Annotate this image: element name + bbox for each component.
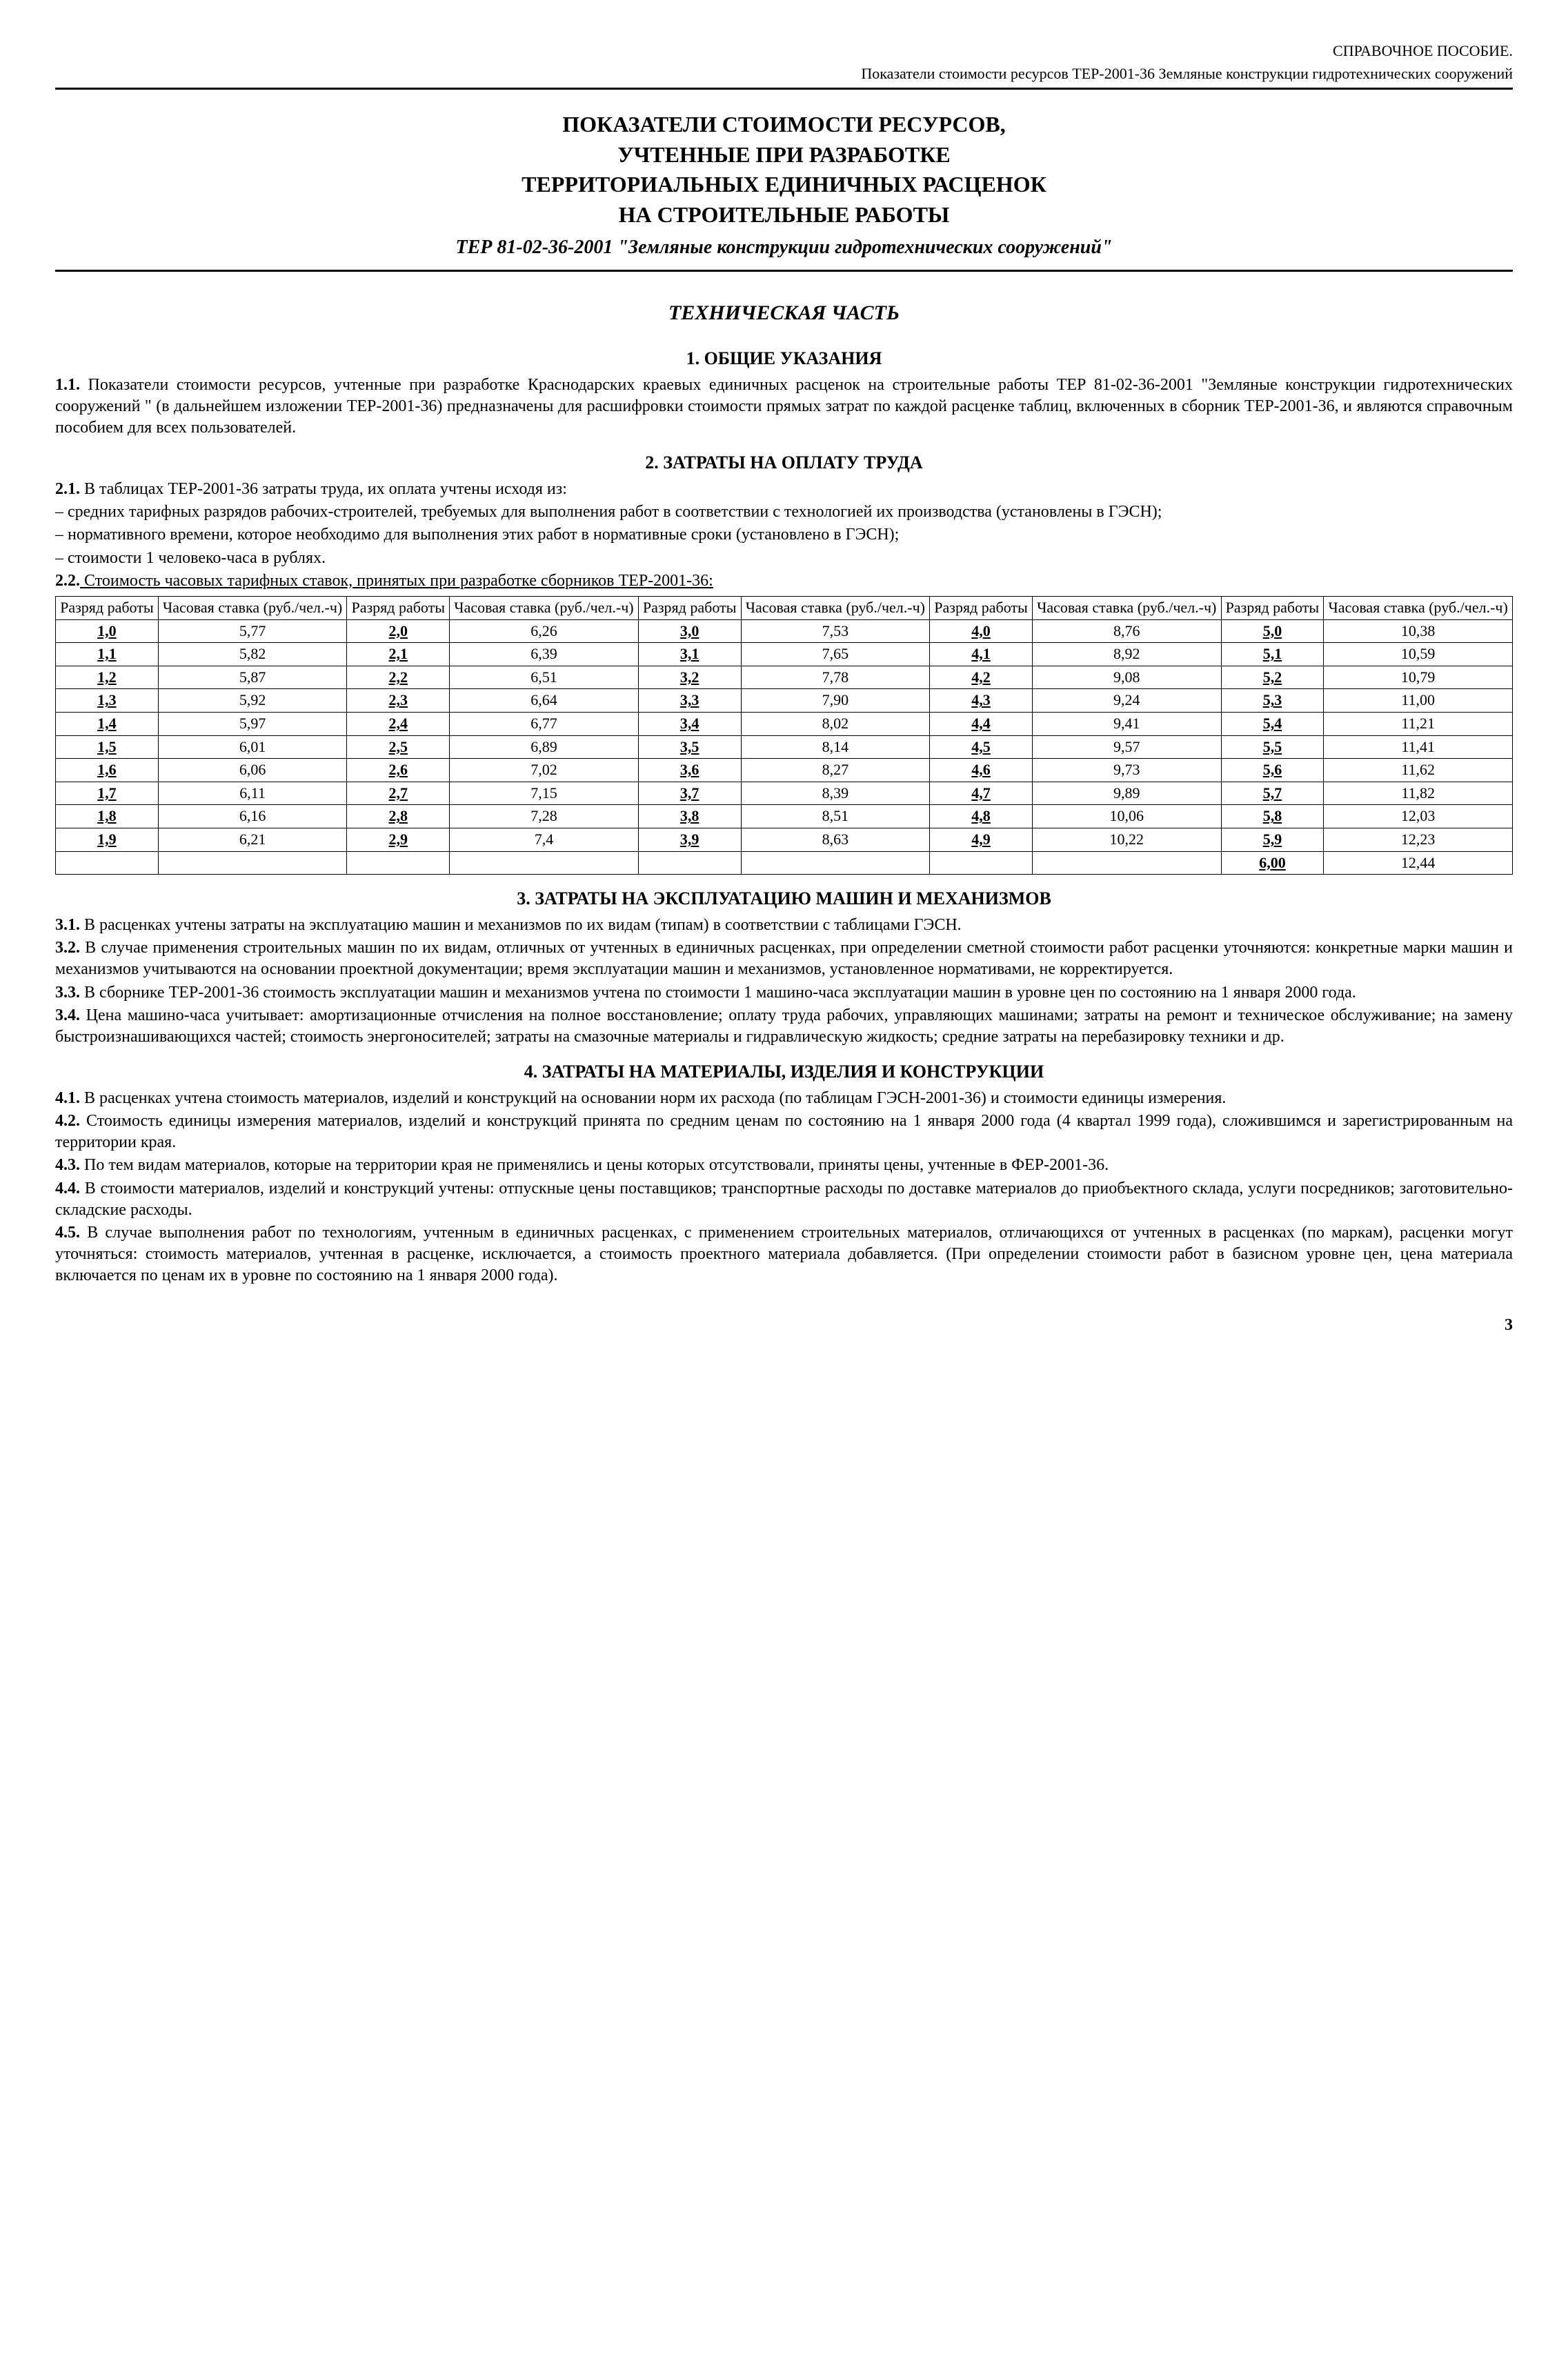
col-razryad: Разряд работы (1221, 597, 1324, 620)
section-3-heading: 3. ЗАТРАТЫ НА ЭКСПЛУАТАЦИЮ МАШИН И МЕХАН… (55, 887, 1513, 911)
para-4-2: 4.2. Стоимость единицы измерения материа… (55, 1111, 1513, 1153)
title-l3: ТЕРРИТОРИАЛЬНЫХ ЕДИНИЧНЫХ РАСЦЕНОК (55, 170, 1513, 199)
table-row: 1,35,922,36,643,37,904,39,245,311,00 (56, 689, 1513, 713)
page-number: 3 (55, 1315, 1513, 1336)
bullet-2-2: – нормативного времени, которое необходи… (55, 524, 1513, 546)
para-3-3: 3.3. В сборнике ТЕР-2001-36 стоимость эк… (55, 982, 1513, 1004)
col-stavka: Часовая ставка (руб./чел.-ч) (450, 597, 639, 620)
rates-head-row: Разряд работыЧасовая ставка (руб./чел.-ч… (56, 597, 1513, 620)
section-4-heading: 4. ЗАТРАТЫ НА МАТЕРИАЛЫ, ИЗДЕЛИЯ И КОНСТ… (55, 1060, 1513, 1084)
header-line-1: СПРАВОЧНОЕ ПОСОБИЕ. (55, 41, 1513, 61)
para-2-1: 2.1. В таблицах ТЕР-2001-36 затраты труд… (55, 479, 1513, 500)
para-2-2: 2.2. Стоимость часовых тарифных ставок, … (55, 570, 1513, 592)
table-row: 1,05,772,06,263,07,534,08,765,010,38 (56, 619, 1513, 643)
col-razryad: Разряд работы (56, 597, 159, 620)
table-row: 1,15,822,16,393,17,654,18,925,110,59 (56, 643, 1513, 666)
col-stavka: Часовая ставка (руб./чел.-ч) (1324, 597, 1513, 620)
table-row: 1,96,212,97,43,98,634,910,225,912,23 (56, 828, 1513, 851)
col-stavka: Часовая ставка (руб./чел.-ч) (158, 597, 347, 620)
title-sub: ТЕР 81-02-36-2001 "Земляные конструкции … (55, 235, 1513, 260)
header-line-2: Показатели стоимости ресурсов ТЕР-2001-3… (55, 64, 1513, 84)
tech-part-heading: ТЕХНИЧЕСКАЯ ЧАСТЬ (55, 299, 1513, 326)
table-row: 1,25,872,26,513,27,784,29,085,210,79 (56, 666, 1513, 689)
col-razryad: Разряд работы (347, 597, 450, 620)
title-l2: УЧТЕННЫЕ ПРИ РАЗРАБОТКЕ (55, 141, 1513, 170)
col-razryad: Разряд работы (638, 597, 741, 620)
para-3-4: 3.4. Цена машино-часа учитывает: амортиз… (55, 1005, 1513, 1048)
col-stavka: Часовая ставка (руб./чел.-ч) (741, 597, 930, 620)
section-1-heading: 1. ОБЩИЕ УКАЗАНИЯ (55, 347, 1513, 370)
para-4-1: 4.1. В расценках учтена стоимость матери… (55, 1088, 1513, 1109)
table-row: 1,56,012,56,893,58,144,59,575,511,41 (56, 735, 1513, 759)
table-row-last: 6,0012,44 (56, 851, 1513, 875)
para-3-2: 3.2. В случае применения строительных ма… (55, 937, 1513, 980)
table-row: 1,66,062,67,023,68,274,69,735,611,62 (56, 759, 1513, 782)
rates-body: 1,05,772,06,263,07,534,08,765,010,381,15… (56, 619, 1513, 875)
title-l1: ПОКАЗАТЕЛИ СТОИМОСТИ РЕСУРСОВ, (55, 110, 1513, 139)
para-4-4: 4.4. В стоимости материалов, изделий и к… (55, 1178, 1513, 1221)
title-block: ПОКАЗАТЕЛИ СТОИМОСТИ РЕСУРСОВ, УЧТЕННЫЕ … (55, 110, 1513, 260)
table-row: 1,45,972,46,773,48,024,49,415,411,21 (56, 713, 1513, 736)
section-2-heading: 2. ЗАТРАТЫ НА ОПЛАТУ ТРУДА (55, 451, 1513, 475)
title-rule (55, 270, 1513, 272)
bullet-2-3: – стоимости 1 человеко-часа в рублях. (55, 548, 1513, 569)
col-razryad: Разряд работы (930, 597, 1033, 620)
rates-table: Разряд работыЧасовая ставка (руб./чел.-ч… (55, 596, 1513, 875)
para-4-5: 4.5. В случае выполнения работ по технол… (55, 1222, 1513, 1287)
bullet-2-1: – средних тарифных разрядов рабочих-стро… (55, 501, 1513, 523)
header-rule (55, 88, 1513, 90)
table-row: 1,76,112,77,153,78,394,79,895,711,82 (56, 782, 1513, 805)
title-l4: НА СТРОИТЕЛЬНЫЕ РАБОТЫ (55, 201, 1513, 230)
para-4-3: 4.3. По тем видам материалов, которые на… (55, 1155, 1513, 1176)
para-1-1: 1.1. Показатели стоимости ресурсов, учте… (55, 375, 1513, 439)
col-stavka: Часовая ставка (руб./чел.-ч) (1032, 597, 1221, 620)
para-3-1: 3.1. В расценках учтены затраты на экспл… (55, 915, 1513, 936)
table-row: 1,86,162,87,283,88,514,810,065,812,03 (56, 805, 1513, 828)
